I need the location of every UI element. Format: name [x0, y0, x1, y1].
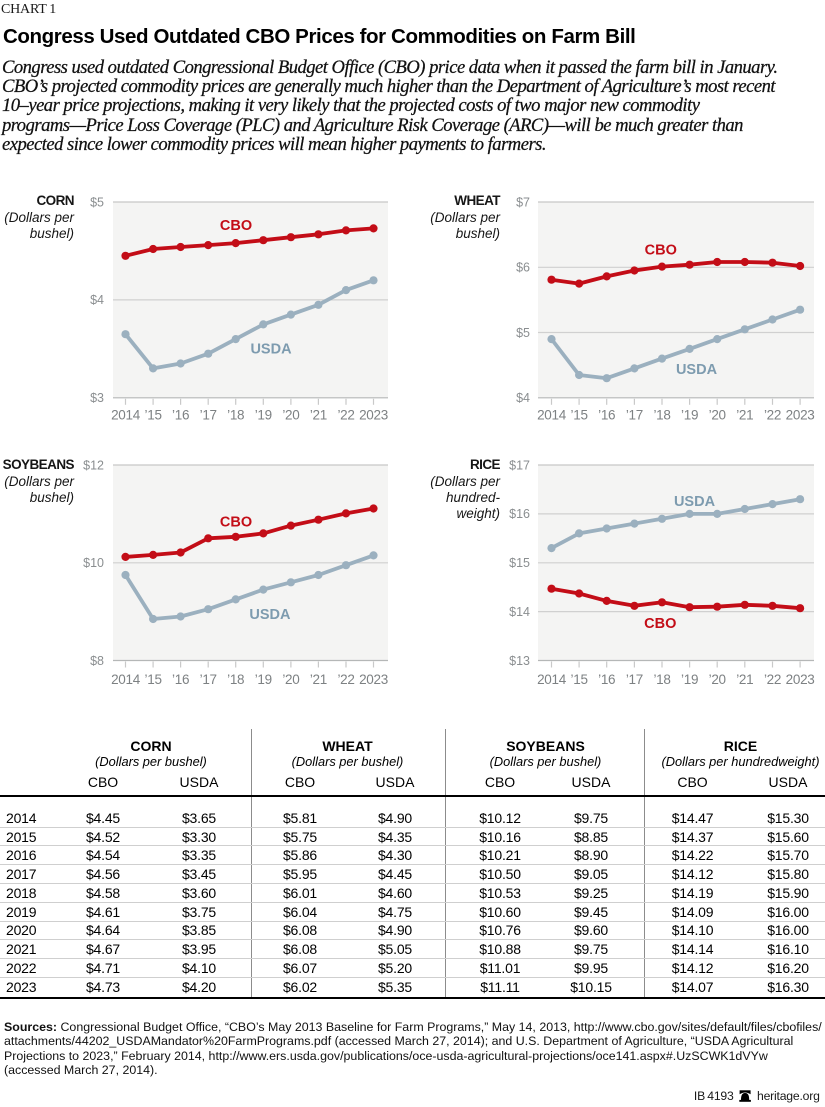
svg-text:2023: 2023	[786, 407, 815, 422]
svg-text:2023: 2023	[359, 672, 388, 687]
svg-text:’18: ’18	[653, 407, 670, 422]
svg-text:’17: ’17	[200, 672, 217, 687]
svg-text:2014: 2014	[537, 672, 567, 687]
svg-text:’16: ’16	[172, 672, 189, 687]
svg-text:’19: ’19	[681, 407, 698, 422]
svg-text:’20: ’20	[282, 672, 299, 687]
svg-text:USDA: USDA	[674, 494, 716, 510]
svg-text:’22: ’22	[764, 672, 781, 687]
svg-text:’21: ’21	[736, 672, 753, 687]
svg-text:USDA: USDA	[249, 607, 291, 623]
svg-text:’17: ’17	[626, 672, 643, 687]
svg-text:CBO: CBO	[644, 616, 676, 632]
svg-text:$5: $5	[90, 195, 104, 209]
svg-text:$10: $10	[83, 556, 104, 570]
svg-text:’21: ’21	[736, 407, 753, 422]
svg-text:’21: ’21	[310, 407, 327, 422]
svg-text:’16: ’16	[598, 672, 615, 687]
svg-text:CBO: CBO	[645, 242, 677, 258]
svg-text:$4: $4	[516, 391, 530, 405]
svg-text:$8: $8	[90, 654, 104, 668]
svg-text:USDA: USDA	[676, 362, 718, 378]
svg-text:’16: ’16	[598, 407, 615, 422]
svg-text:’15: ’15	[571, 407, 588, 422]
svg-text:$13: $13	[509, 654, 530, 668]
svg-text:CBO: CBO	[220, 218, 252, 234]
svg-text:$15: $15	[509, 556, 530, 570]
svg-text:’15: ’15	[571, 672, 588, 687]
svg-text:$4: $4	[90, 293, 104, 307]
svg-text:’18: ’18	[227, 672, 244, 687]
svg-text:’19: ’19	[255, 407, 272, 422]
svg-text:2023: 2023	[359, 407, 388, 422]
svg-text:’22: ’22	[337, 672, 354, 687]
svg-text:2023: 2023	[786, 672, 815, 687]
svg-text:$3: $3	[90, 391, 104, 405]
svg-text:CBO: CBO	[220, 515, 252, 531]
svg-text:’22: ’22	[337, 407, 354, 422]
svg-text:’22: ’22	[764, 407, 781, 422]
svg-text:2014: 2014	[537, 407, 567, 422]
svg-text:$14: $14	[509, 605, 530, 619]
svg-text:’18: ’18	[227, 407, 244, 422]
svg-text:’21: ’21	[310, 672, 327, 687]
svg-text:’15: ’15	[145, 672, 162, 687]
svg-text:’19: ’19	[255, 672, 272, 687]
svg-text:$17: $17	[509, 458, 530, 472]
svg-text:$5: $5	[516, 325, 530, 339]
svg-text:$6: $6	[516, 260, 530, 274]
svg-text:’18: ’18	[653, 672, 670, 687]
svg-text:$12: $12	[83, 458, 104, 472]
svg-text:’15: ’15	[145, 407, 162, 422]
svg-text:’17: ’17	[200, 407, 217, 422]
svg-text:2014: 2014	[111, 407, 141, 422]
svg-text:’20: ’20	[709, 407, 726, 422]
svg-text:’19: ’19	[681, 672, 698, 687]
svg-text:’16: ’16	[172, 407, 189, 422]
svg-text:USDA: USDA	[250, 341, 292, 357]
svg-text:$16: $16	[509, 507, 530, 521]
svg-text:’20: ’20	[282, 407, 299, 422]
svg-text:’20: ’20	[709, 672, 726, 687]
svg-text:’17: ’17	[626, 407, 643, 422]
svg-text:$7: $7	[516, 195, 530, 209]
svg-text:2014: 2014	[111, 672, 141, 687]
